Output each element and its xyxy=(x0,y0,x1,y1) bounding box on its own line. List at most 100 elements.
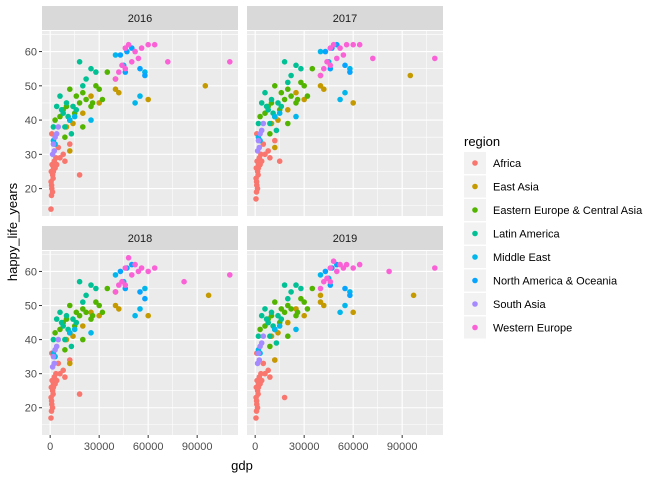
data-point xyxy=(334,55,340,62)
data-point xyxy=(267,120,273,127)
y-tick-label: 50 xyxy=(25,301,37,313)
data-point xyxy=(322,268,329,275)
data-point xyxy=(76,278,83,285)
data-point xyxy=(254,185,261,192)
data-point xyxy=(342,89,348,96)
data-point xyxy=(322,48,329,55)
data-point xyxy=(260,360,267,367)
data-point xyxy=(63,312,70,319)
legend-entry: East Asia xyxy=(464,175,540,198)
y-tick-label: 50 xyxy=(25,81,37,93)
data-point xyxy=(129,272,135,278)
x-tick-label: 60000 xyxy=(338,441,369,453)
data-point xyxy=(58,319,65,326)
data-point xyxy=(145,41,151,48)
data-point xyxy=(347,292,353,299)
data-point xyxy=(76,100,83,106)
data-point xyxy=(257,113,263,120)
legend-marker xyxy=(472,254,478,260)
data-point xyxy=(73,107,80,113)
x-tick-label: 90000 xyxy=(387,441,418,453)
data-point xyxy=(327,278,334,285)
legend-title: region xyxy=(464,134,500,149)
data-point xyxy=(288,306,294,312)
data-point xyxy=(285,86,291,92)
strip-label: 2017 xyxy=(333,13,357,25)
data-point xyxy=(112,289,119,295)
data-point xyxy=(276,323,283,329)
data-point xyxy=(227,272,233,278)
data-point xyxy=(137,289,143,295)
data-point xyxy=(80,299,86,305)
data-point xyxy=(53,155,59,161)
data-point xyxy=(73,309,80,316)
data-point xyxy=(112,76,119,82)
data-point xyxy=(301,312,308,319)
data-point xyxy=(99,96,106,103)
data-point xyxy=(122,265,129,271)
strip xyxy=(42,6,238,30)
data-point xyxy=(265,148,272,154)
legend-entry: Eastern Europe & Central Asia xyxy=(464,199,643,221)
data-point xyxy=(317,272,324,278)
legend-label: Western Europe xyxy=(493,323,572,335)
y-tick-label: 30 xyxy=(25,149,37,161)
data-point xyxy=(275,100,281,106)
data-point xyxy=(301,299,308,305)
data-point xyxy=(50,336,57,343)
data-point xyxy=(80,110,86,116)
data-point xyxy=(122,282,129,288)
data-point xyxy=(83,76,89,82)
data-point xyxy=(253,178,260,185)
legend-entry: Africa xyxy=(464,152,522,174)
data-point xyxy=(53,370,59,377)
data-point xyxy=(76,172,83,178)
legend-marker xyxy=(472,207,478,213)
data-point xyxy=(324,59,330,65)
data-point xyxy=(96,86,102,92)
data-point xyxy=(317,72,324,79)
data-point xyxy=(342,285,348,292)
data-point xyxy=(343,41,350,48)
data-point xyxy=(125,254,132,261)
data-point xyxy=(330,258,337,265)
data-point xyxy=(62,124,68,130)
data-point xyxy=(51,360,58,367)
data-point xyxy=(256,144,263,151)
y-tick-label: 20 xyxy=(25,403,37,415)
data-point xyxy=(272,83,278,89)
legend-label: Middle East xyxy=(493,252,550,264)
data-point xyxy=(51,148,58,154)
data-point xyxy=(227,59,233,65)
strip xyxy=(42,226,238,250)
data-point xyxy=(276,158,283,164)
data-point xyxy=(278,89,285,96)
data-point xyxy=(350,265,357,271)
data-point xyxy=(272,144,278,151)
data-point xyxy=(268,96,275,103)
data-point xyxy=(93,69,99,75)
legend-marker xyxy=(472,301,478,307)
data-point xyxy=(293,282,299,288)
data-point xyxy=(278,103,285,110)
legend-entry: Middle East xyxy=(464,246,550,268)
data-point xyxy=(151,265,158,271)
axes: 20 30 40 50 60 20 30 40 50 60 0 30000 60000 90000 0 300… xyxy=(25,47,418,453)
data-point xyxy=(255,384,262,391)
legend-label: North America & Oceania xyxy=(493,276,618,288)
legend-marker xyxy=(472,277,478,284)
data-point xyxy=(181,278,187,285)
data-point xyxy=(76,391,83,397)
legend-label: South Asia xyxy=(493,299,546,311)
data-point xyxy=(350,100,357,106)
data-point xyxy=(53,377,60,384)
legend-label: East Asia xyxy=(493,182,540,194)
data-point xyxy=(288,72,294,79)
data-point xyxy=(48,415,54,421)
data-point xyxy=(340,52,347,58)
data-point xyxy=(258,127,265,134)
data-point xyxy=(96,302,102,309)
data-point xyxy=(267,155,273,161)
data-point xyxy=(117,268,124,275)
data-point xyxy=(285,120,291,127)
